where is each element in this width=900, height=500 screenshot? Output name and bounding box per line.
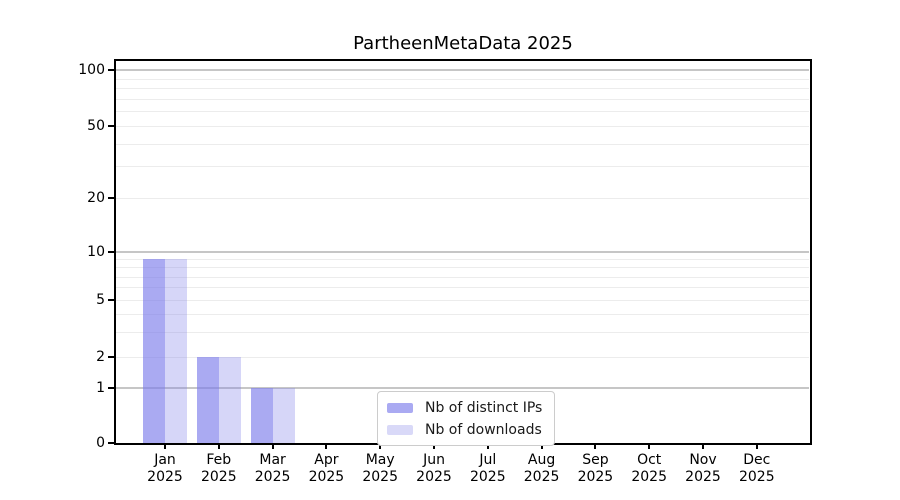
- bar-downloads: [165, 259, 187, 443]
- x-axis-label: Sep 2025: [563, 452, 627, 486]
- x-label-month: Jan: [154, 452, 176, 468]
- legend-row: Nb of distinct IPs: [387, 398, 545, 417]
- x-label-month: Jul: [479, 452, 497, 468]
- x-axis-label: Feb 2025: [187, 452, 251, 486]
- gridline-minor: [116, 331, 809, 333]
- x-label-month: Feb: [206, 452, 232, 468]
- y-axis-tick: [108, 356, 115, 358]
- x-label-year: 2025: [200, 469, 237, 485]
- y-axis-tick: [108, 69, 115, 71]
- x-label-year: 2025: [147, 469, 183, 485]
- x-axis-label: Jan 2025: [133, 452, 197, 486]
- x-axis-label: Dec 2025: [725, 452, 789, 486]
- x-label-year: 2025: [738, 469, 775, 485]
- x-label-month: Nov: [689, 452, 717, 468]
- x-axis-tick: [217, 443, 220, 449]
- y-axis-label: 1: [96, 380, 105, 396]
- x-axis-tick: [379, 443, 382, 449]
- x-label-year: 2025: [631, 469, 667, 485]
- gridline-major: [116, 69, 809, 71]
- x-axis-tick: [433, 443, 435, 449]
- y-axis-label: 20: [87, 190, 105, 206]
- gridline-minor: [116, 357, 809, 358]
- gridline-minor: [116, 259, 809, 261]
- x-axis-tick: [271, 443, 274, 449]
- legend-swatch: [387, 424, 413, 435]
- x-label-year: 2025: [469, 469, 506, 485]
- gridline-major: [116, 251, 809, 253]
- y-axis-tick: [108, 251, 115, 253]
- gridline-minor: [116, 111, 809, 113]
- x-axis-label: Mar 2025: [241, 452, 305, 486]
- gridline-minor: [116, 166, 809, 168]
- legend-label: Nb of downloads: [425, 421, 542, 438]
- x-label-month: Mar: [259, 452, 286, 468]
- gridline-minor: [116, 276, 809, 278]
- x-axis-tick: [540, 443, 543, 449]
- x-axis-tick: [594, 443, 597, 449]
- gridline-minor: [116, 78, 809, 80]
- x-label-year: 2025: [362, 469, 398, 485]
- y-axis-tick: [108, 125, 115, 127]
- x-axis-tick: [648, 443, 651, 449]
- legend-label: Nb of distinct IPs: [425, 399, 543, 416]
- x-label-year: 2025: [416, 469, 452, 485]
- x-axis-tick: [486, 443, 489, 449]
- y-axis-label: 0: [96, 435, 105, 451]
- x-axis-tick: [702, 443, 704, 449]
- gridline-minor: [116, 313, 809, 315]
- bar-distinct-ips: [196, 357, 219, 443]
- x-label-year: 2025: [523, 469, 560, 485]
- bar-distinct-ips: [143, 259, 165, 443]
- x-label-month: Aug: [527, 452, 556, 468]
- legend: Nb of distinct IPs Nb of downloads: [377, 391, 555, 446]
- gridline-major: [116, 387, 809, 389]
- y-axis-label: 100: [78, 62, 105, 78]
- y-axis-tick: [108, 197, 115, 199]
- gridline-minor: [116, 143, 809, 145]
- x-label-month: May: [365, 452, 395, 468]
- y-axis-tick: [108, 442, 115, 444]
- chart-title: PartheenMetaData 2025: [353, 33, 573, 54]
- x-label-year: 2025: [308, 469, 345, 485]
- y-axis-tick: [108, 299, 115, 301]
- x-label-month: Apr: [314, 452, 339, 468]
- y-axis-label: 50: [87, 118, 105, 134]
- bar-distinct-ips: [250, 388, 273, 443]
- gridline-minor: [116, 198, 809, 199]
- x-label-month: Sep: [582, 452, 609, 468]
- gridline-minor: [116, 300, 809, 301]
- gridline-minor: [116, 98, 809, 100]
- y-axis-label: 2: [96, 349, 105, 365]
- x-axis-tick: [164, 443, 166, 449]
- x-label-month: Dec: [743, 452, 771, 468]
- x-label-year: 2025: [577, 469, 614, 485]
- bar-downloads: [218, 357, 241, 443]
- x-axis-label: Jun 2025: [402, 452, 466, 486]
- gridline-minor: [116, 287, 809, 289]
- x-label-year: 2025: [685, 469, 721, 485]
- x-axis-label: Apr 2025: [294, 452, 358, 486]
- y-axis-label: 10: [87, 244, 105, 260]
- x-axis-label: Nov 2025: [671, 452, 735, 486]
- x-label-month: Jun: [423, 452, 445, 468]
- gridline-minor: [116, 126, 809, 127]
- x-axis-tick: [325, 443, 328, 449]
- x-axis-label: Jul 2025: [456, 452, 520, 486]
- x-axis-label: May 2025: [348, 452, 412, 486]
- x-label-year: 2025: [254, 469, 291, 485]
- legend-swatch: [387, 402, 413, 413]
- y-axis-tick: [108, 387, 115, 389]
- x-label-month: Oct: [637, 452, 662, 468]
- x-axis-tick: [755, 443, 758, 449]
- y-axis-label: 5: [96, 292, 105, 308]
- legend-row: Nb of downloads: [387, 420, 545, 439]
- gridline-minor: [116, 267, 809, 269]
- gridline-minor: [116, 88, 809, 90]
- x-axis-label: Aug 2025: [510, 452, 574, 486]
- x-axis-label: Oct 2025: [617, 452, 681, 486]
- bar-downloads: [272, 388, 295, 443]
